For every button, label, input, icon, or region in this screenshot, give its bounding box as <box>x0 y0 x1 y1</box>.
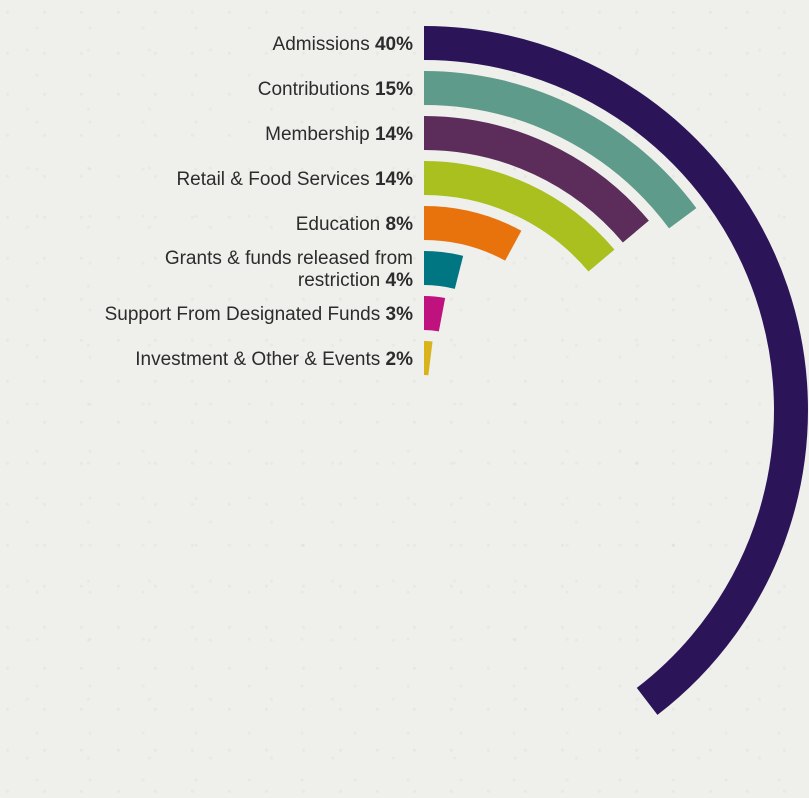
bar-support-from-designated-funds <box>423 295 446 332</box>
label-investment-other-events: Investment & Other & Events 2% <box>135 349 413 370</box>
bar-membership <box>423 116 649 243</box>
bar-education <box>423 206 522 261</box>
label-membership: Membership 14% <box>265 124 413 145</box>
bar-admissions <box>423 26 808 715</box>
label-education: Education 8% <box>296 214 413 235</box>
label-admissions: Admissions 40% <box>273 34 414 55</box>
label-support-from-designated-funds: Support From Designated Funds 3% <box>105 304 413 325</box>
bar-grants-funds-released-from-restriction <box>423 251 464 289</box>
label-grants-funds-released-from-restriction: Grants & funds released from restriction … <box>165 248 413 291</box>
label-contributions: Contributions 15% <box>258 79 413 100</box>
label-retail-food-services: Retail & Food Services 14% <box>176 169 413 190</box>
bar-contributions <box>423 71 697 229</box>
bar-retail-food-services <box>423 161 615 272</box>
